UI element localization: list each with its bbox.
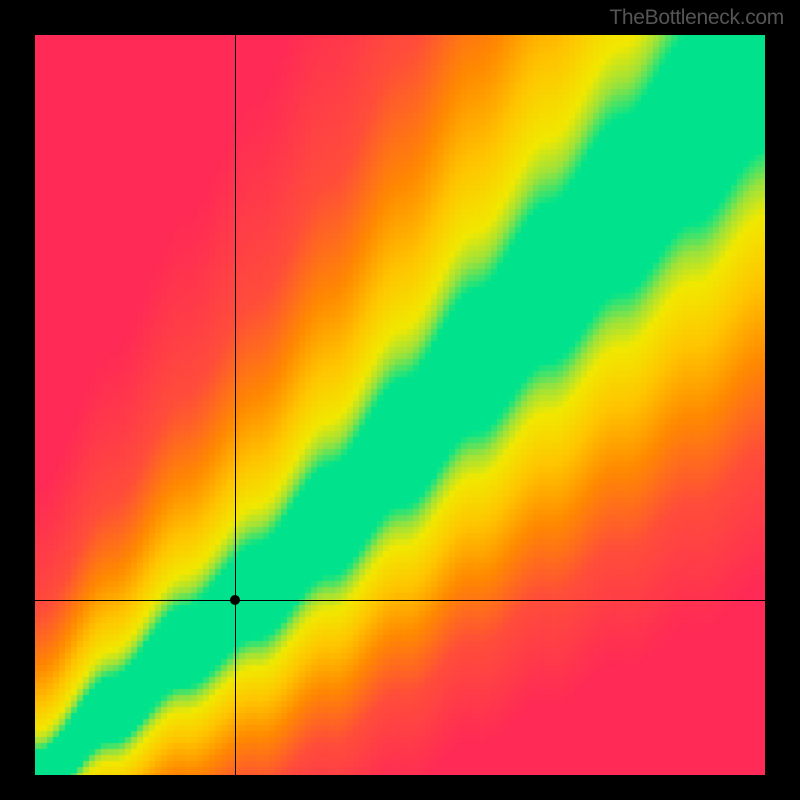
bottleneck-heatmap — [35, 35, 765, 775]
crosshair-vertical — [235, 35, 236, 775]
crosshair-horizontal — [35, 600, 765, 601]
heatmap-canvas — [35, 35, 765, 775]
watermark-text: TheBottleneck.com — [609, 6, 784, 30]
crosshair-marker-dot — [230, 595, 240, 605]
